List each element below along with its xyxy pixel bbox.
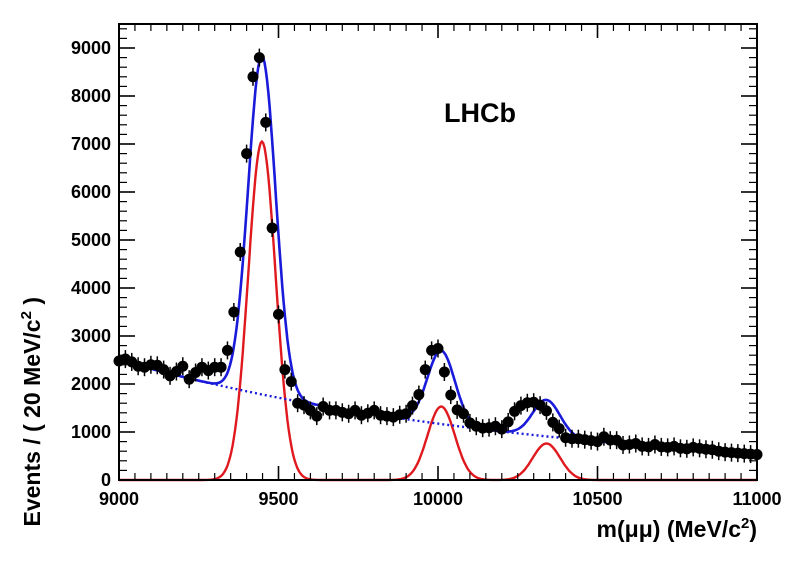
data-point-marker [502, 416, 514, 428]
data-point [215, 358, 227, 377]
data-point [311, 407, 323, 426]
y-tick-label: 2000 [71, 374, 111, 394]
data-point [496, 420, 508, 439]
data-point-marker [279, 364, 291, 376]
data-point [458, 404, 470, 423]
data-point [177, 357, 189, 376]
data-point [221, 341, 233, 360]
data-point [502, 412, 514, 431]
total-fit-curve [118, 54, 758, 455]
y-tick-label: 7000 [71, 134, 111, 154]
data-point-marker [553, 423, 565, 435]
data-point [413, 385, 425, 404]
data-point-marker [260, 116, 272, 128]
x-axis-title-main: m(μμ) (MeV/c [597, 516, 742, 542]
axis-ticks [118, 24, 758, 481]
x-axis-title-end: ) [749, 516, 757, 542]
y-tick-label: 3000 [71, 326, 111, 346]
data-point [419, 360, 431, 379]
data-point [260, 113, 272, 132]
data-point [445, 386, 457, 405]
data-point-marker [221, 344, 233, 356]
y-tick-label: 6000 [71, 182, 111, 202]
y-tick-label: 9000 [71, 38, 111, 58]
data-point [247, 67, 259, 86]
data-point-marker [215, 361, 227, 373]
data-point-marker [273, 308, 284, 320]
y-tick-label: 1000 [71, 422, 111, 442]
data-point [266, 219, 278, 237]
x-axis-title-sup: 2 [741, 515, 749, 532]
data-point [253, 48, 265, 67]
data-point-marker [253, 52, 265, 64]
y-tick-labels: 0 1000 2000 3000 4000 5000 6000 7000 8000 9000 [71, 38, 111, 490]
data-point-marker [285, 376, 297, 388]
data-points [113, 48, 763, 464]
data-point [432, 339, 444, 358]
plot-frame [118, 23, 758, 481]
data-point [400, 404, 412, 423]
data-point [540, 401, 552, 420]
x-tick-label: 10500 [572, 489, 622, 509]
data-point [285, 372, 297, 391]
data-point-marker [419, 364, 431, 376]
data-point-marker [400, 408, 412, 420]
data-point [406, 396, 418, 415]
data-point [228, 303, 240, 321]
data-point-marker [413, 389, 425, 401]
data-point-marker [228, 306, 240, 318]
lhcb-label: LHCb [444, 98, 516, 128]
data-point-marker [496, 423, 508, 435]
data-point [279, 360, 291, 379]
y-axis-title-sup: 2 [18, 311, 35, 319]
x-tick-label: 10000 [413, 489, 463, 509]
x-tick-label: 9500 [258, 489, 298, 509]
data-point [438, 363, 450, 381]
data-point-marker [540, 405, 552, 417]
y-axis-title-end: ) [19, 297, 45, 311]
data-point [241, 144, 253, 163]
data-point-marker [177, 360, 189, 372]
data-point-marker [241, 148, 253, 160]
data-point-marker [458, 408, 470, 420]
y-axis-title: Events / ( 20 MeV/c2 ) [18, 297, 45, 527]
data-point [234, 243, 246, 261]
data-point-marker [406, 400, 418, 412]
x-tick-labels: 9000 9500 10000 10500 11000 [99, 489, 782, 509]
y-tick-label: 8000 [71, 86, 111, 106]
x-axis-title: m(μμ) (MeV/c2) [597, 515, 757, 542]
y-tick-label: 5000 [71, 230, 111, 250]
data-point [273, 305, 284, 324]
y-axis-title-main: Events / ( 20 MeV/c [19, 319, 45, 526]
y-tick-label: 4000 [71, 278, 111, 298]
x-tick-label: 9000 [99, 489, 139, 509]
data-point-marker [311, 410, 323, 422]
data-point-marker [438, 366, 450, 378]
data-point-marker [432, 342, 444, 354]
fit-curves [118, 54, 758, 482]
data-point-marker [445, 389, 457, 401]
data-point-marker [247, 71, 259, 83]
background-curve [118, 358, 758, 455]
y-tick-label: 0 [101, 470, 111, 490]
data-point-marker [234, 246, 246, 258]
signal-curve [119, 139, 757, 482]
data-point [553, 419, 565, 438]
data-point-marker [266, 222, 278, 234]
x-tick-label: 11000 [732, 489, 781, 509]
